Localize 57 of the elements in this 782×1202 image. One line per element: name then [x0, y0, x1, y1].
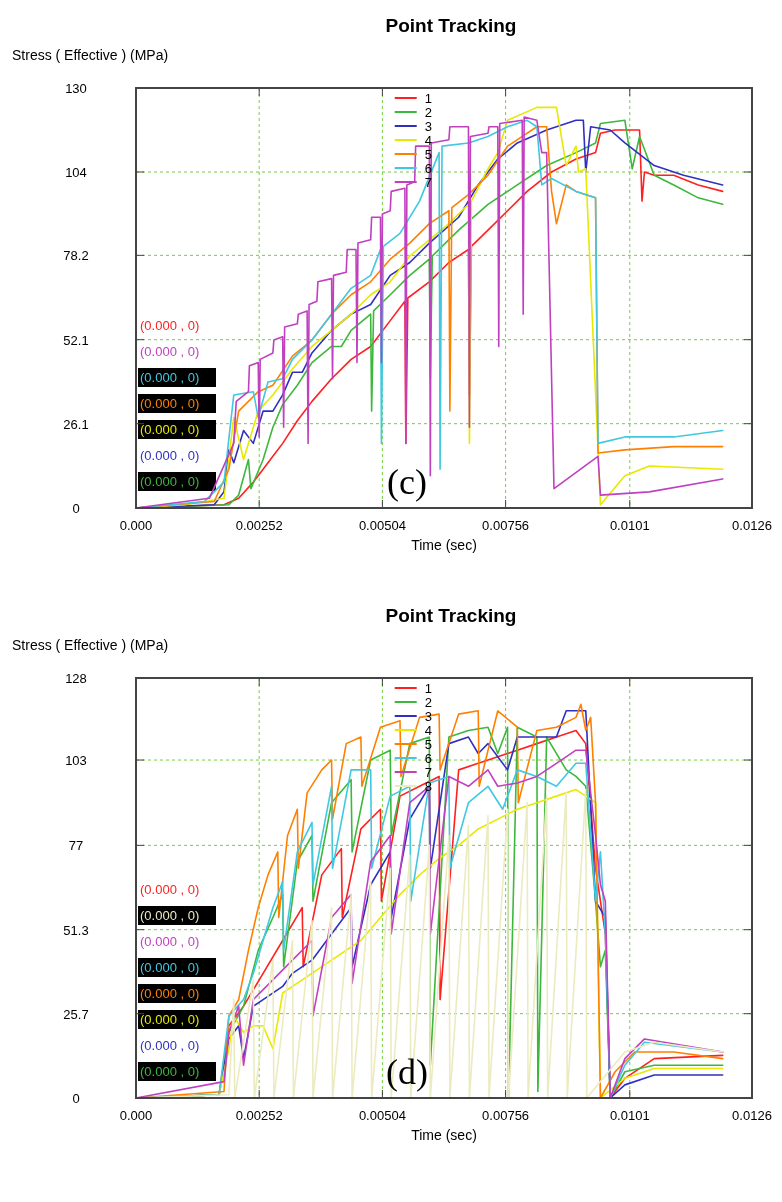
legend-label: 1	[424, 681, 432, 696]
y-tick-label: 128	[65, 671, 87, 686]
y-tick-label: 51.3	[63, 922, 89, 938]
legend-label: 3	[424, 119, 432, 134]
annotation: (0.000 , 0)	[140, 448, 200, 463]
annotation: (0.000 , 0)	[140, 882, 200, 897]
annotation: (0.000 , 0)	[140, 908, 200, 923]
x-tick-label: 0.00252	[235, 518, 283, 533]
legend-label: 4	[424, 133, 432, 148]
annotation: (0.000 , 0)	[140, 960, 200, 975]
annotation: (0.000 , 0)	[140, 934, 200, 949]
x-tick-label: 0.00504	[358, 518, 406, 533]
annotation: (0.000 , 0)	[140, 318, 200, 333]
y-tick-label: 0	[72, 501, 80, 516]
annotation: (0.000 , 0)	[140, 1038, 200, 1053]
x-axis-title: Time (sec)	[411, 1127, 477, 1143]
legend-label: 5	[424, 147, 432, 162]
annotation: (c)	[387, 462, 428, 502]
y-tick-label: 77	[68, 838, 84, 854]
legend-label: 1	[424, 91, 432, 106]
x-tick-label: 0.00756	[482, 1108, 530, 1123]
x-tick-label: 0.00504	[358, 1108, 406, 1123]
x-tick-label: 0.0126	[732, 518, 772, 533]
x-tick-label: 0.0126	[732, 1108, 772, 1123]
chart-title: Point Tracking	[385, 15, 517, 36]
x-tick-label: 0.00756	[482, 518, 530, 533]
y-axis-title: Stress ( Effective ) (MPa)	[12, 47, 169, 63]
y-tick-label: 103	[65, 753, 87, 769]
annotation: (d)	[386, 1052, 429, 1092]
x-tick-label: 0.000	[119, 518, 153, 533]
x-tick-label: 0.0101	[609, 1108, 650, 1123]
x-tick-label: 0.00252	[235, 1108, 283, 1123]
x-axis-title: Time (sec)	[411, 537, 477, 553]
y-tick-label: 26.1	[63, 416, 89, 432]
legend-label: 2	[424, 105, 432, 120]
y-tick-label: 130	[65, 81, 87, 96]
y-tick-label: 104	[65, 165, 87, 180]
y-tick-label: 25.7	[63, 1006, 89, 1022]
annotation: (0.000 , 0)	[140, 370, 200, 385]
y-tick-label: 0	[72, 1091, 80, 1106]
annotation: (0.000 , 0)	[140, 474, 200, 489]
annotation: (0.000 , 0)	[140, 1064, 200, 1079]
annotation: (0.000 , 0)	[140, 986, 200, 1001]
legend-label: 4	[424, 723, 432, 738]
annotation: (0.000 , 0)	[140, 1012, 200, 1027]
x-tick-label: 0.000	[119, 1108, 153, 1123]
legend-label: 7	[424, 175, 432, 190]
y-tick-label: 52.1	[63, 332, 89, 348]
legend-label: 2	[424, 695, 432, 710]
annotation: (0.000 , 0)	[140, 344, 200, 359]
annotation: (0.000 , 0)	[140, 396, 200, 411]
x-tick-label: 0.0101	[609, 518, 650, 533]
y-axis-title: Stress ( Effective ) (MPa)	[12, 637, 169, 653]
chart-title: Point Tracking	[385, 605, 517, 626]
annotation: (0.000 , 0)	[140, 422, 200, 437]
y-tick-label: 78.2	[63, 248, 89, 264]
legend-label: 6	[424, 161, 432, 176]
